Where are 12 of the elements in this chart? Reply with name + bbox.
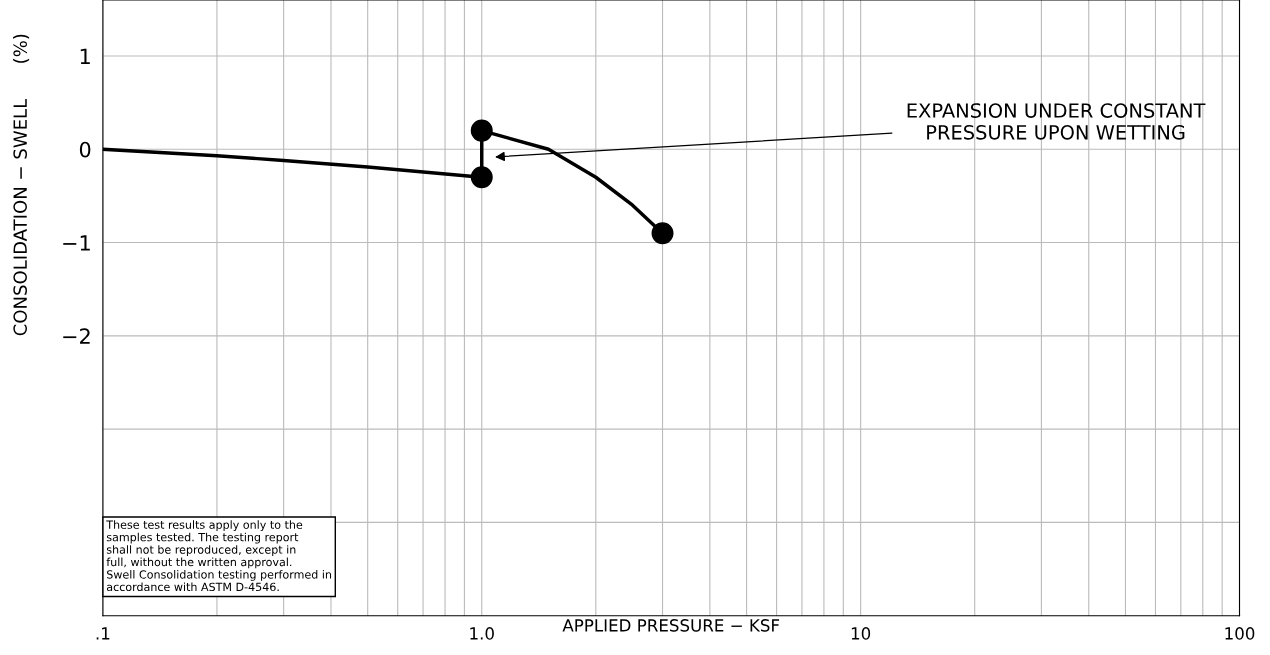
y-tick-label: 1 <box>80 48 90 64</box>
y-tick-label: −1 <box>63 235 90 251</box>
x-tick-label: 1.0 <box>470 627 494 640</box>
y-tick-label: −2 <box>63 328 90 344</box>
y-axis-title: CONSOLIDATION − SWELL (%) <box>13 34 30 336</box>
x-tick-label: .1 <box>96 627 110 640</box>
annotation: EXPANSION UNDER CONSTANT PRESSURE UPON WETTING <box>907 103 1206 140</box>
x-axis-title: APPLIED PRESSURE − KSF <box>562 619 780 632</box>
y-tick-label: 0 <box>79 141 91 158</box>
annotation: These test results apply only to the samples tested. The testing report shall not be reproduced, except in full, without the written approval. Swell Consolidation testing performed in accordance with ASTM D-4546. <box>106 520 332 592</box>
x-tick-label: 100 <box>1225 627 1255 640</box>
x-tick-label: 10 <box>851 627 871 640</box>
